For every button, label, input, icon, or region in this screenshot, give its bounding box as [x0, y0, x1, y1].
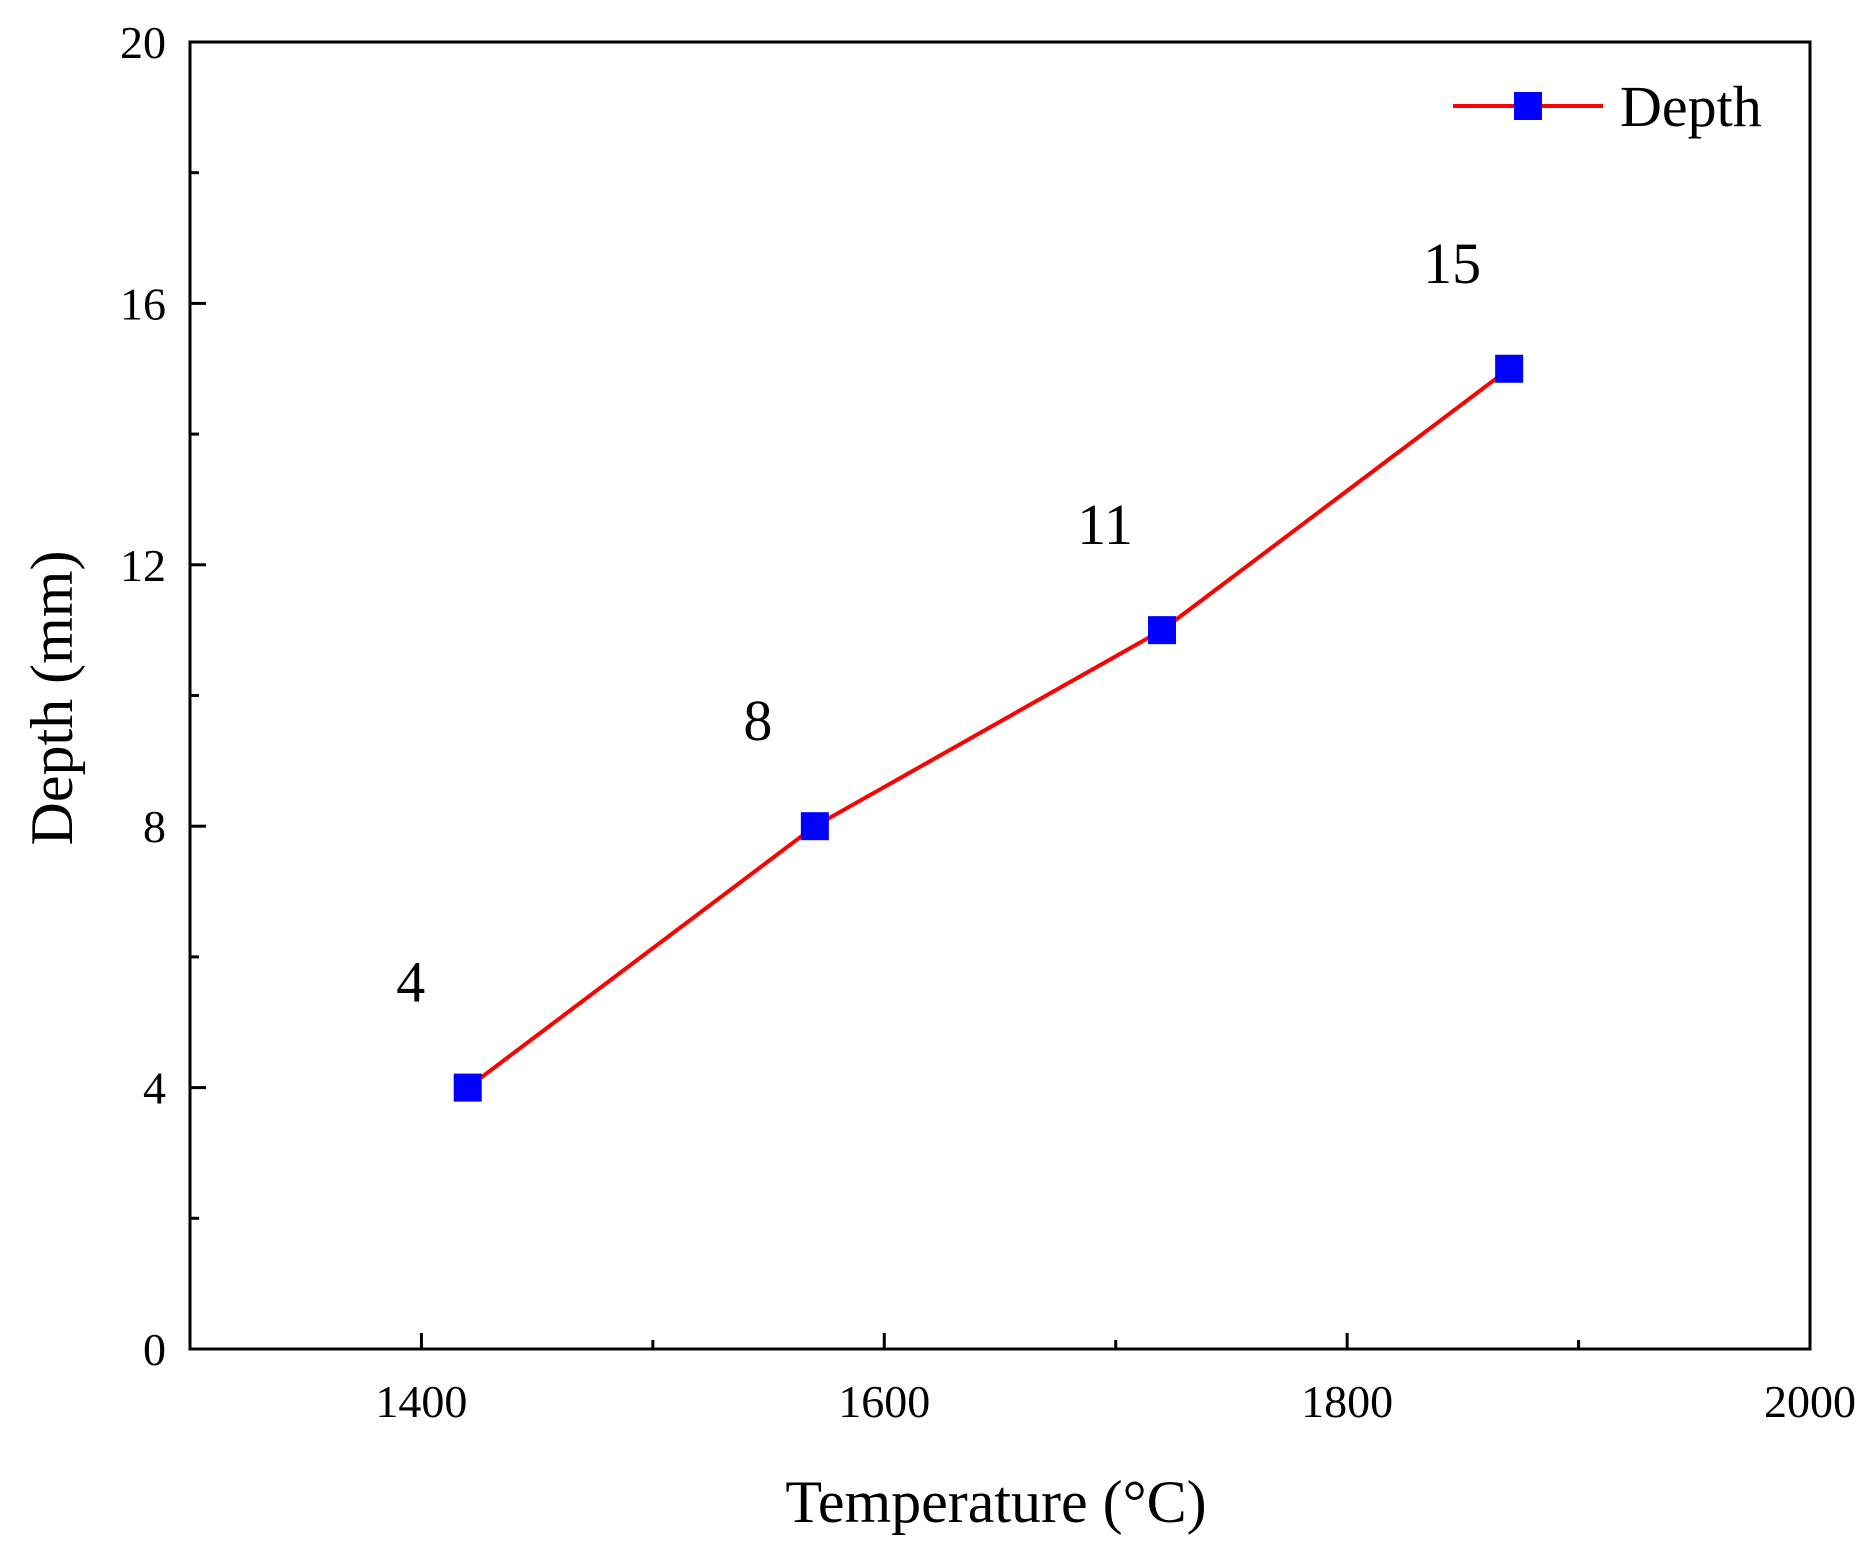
x-tick-label: 2000 [1764, 1376, 1856, 1427]
data-label: 15 [1423, 231, 1481, 296]
x-axis-title: Temperature (°C) [785, 1469, 1206, 1535]
y-tick-label: 8 [143, 801, 166, 852]
data-point-marker [1495, 354, 1524, 383]
legend-marker [1514, 92, 1542, 120]
data-label: 4 [396, 950, 425, 1015]
data-label: 11 [1077, 492, 1133, 557]
y-tick-label: 16 [120, 278, 166, 329]
data-point-marker [800, 812, 829, 841]
y-axis-title: Depth (mm) [19, 551, 85, 846]
y-tick-label: 4 [143, 1063, 166, 1114]
plot-frame [188, 40, 1812, 1351]
series-line-depth [466, 367, 1511, 1090]
plot-border [188, 40, 1812, 1351]
data-point-marker [1148, 616, 1176, 645]
x-tick-label: 1600 [838, 1376, 930, 1427]
x-tick-label: 1800 [1301, 1376, 1393, 1427]
x-tick-label: 1400 [375, 1376, 467, 1427]
series-lines [466, 367, 1511, 1090]
data-point-marker [453, 1073, 482, 1102]
series-markers [453, 354, 1524, 1102]
y-tick-label: 0 [143, 1324, 166, 1375]
legend-label: Depth [1620, 74, 1762, 139]
y-tick-label: 12 [120, 540, 166, 591]
y-tick-label: 20 [120, 17, 166, 68]
axis-ticks: 1400 1600 1800 2000 0 4 8 12 16 20 [120, 17, 1856, 1427]
data-labels: 4 8 11 15 [396, 231, 1481, 1015]
data-label: 8 [743, 688, 772, 753]
legend: Depth [1453, 74, 1762, 139]
